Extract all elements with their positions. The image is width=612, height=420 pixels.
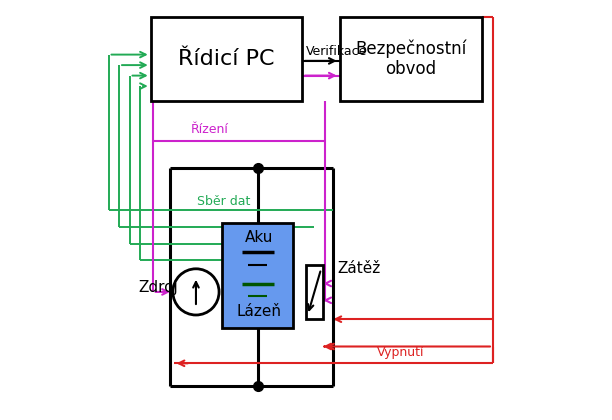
- Text: Zdroj: Zdroj: [138, 280, 178, 295]
- Text: Řídicí PC: Řídicí PC: [178, 49, 274, 69]
- Text: Verifikace: Verifikace: [306, 45, 367, 58]
- Bar: [151, 17, 302, 101]
- Bar: [340, 17, 482, 101]
- Text: Lázeň: Lázeň: [237, 304, 282, 319]
- Text: Zátěž: Zátěž: [337, 261, 381, 276]
- Text: Vypnutí: Vypnutí: [378, 346, 425, 359]
- Bar: [305, 265, 323, 319]
- Text: Sběr dat: Sběr dat: [198, 195, 251, 208]
- Text: Bezpečnostní
obvod: Bezpečnostní obvod: [356, 39, 466, 79]
- Text: Řízení: Řízení: [190, 123, 228, 136]
- Text: Aku: Aku: [245, 230, 274, 245]
- Bar: [222, 223, 293, 328]
